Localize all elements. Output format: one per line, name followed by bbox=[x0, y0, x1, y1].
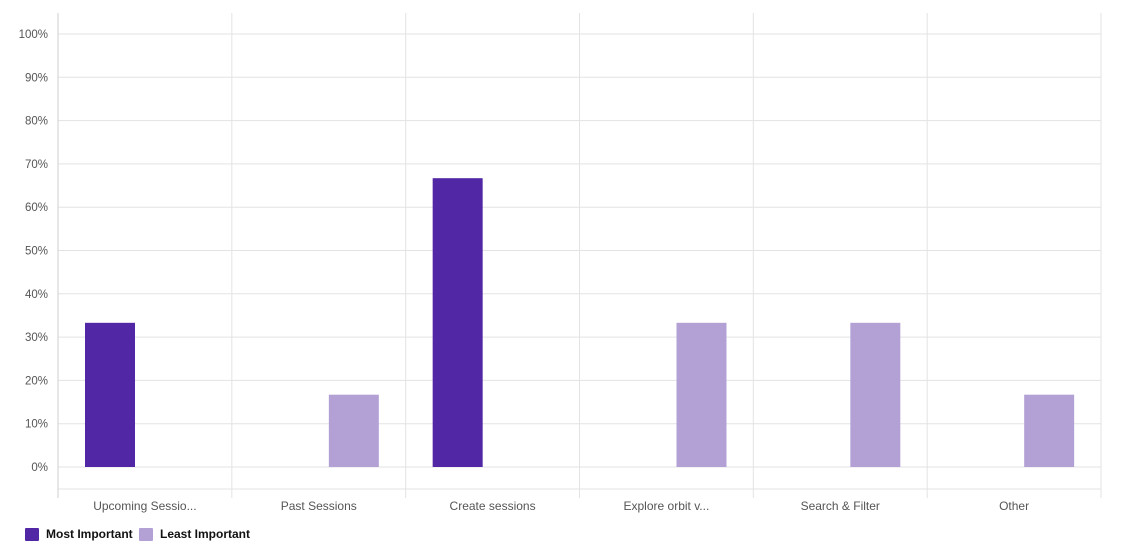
y-tick-labels: 0% 10% 20% 30% 40% 50% 60% 70% 80% 90% 100% bbox=[19, 29, 48, 474]
x-tick-label: Past Sessions bbox=[281, 499, 357, 513]
y-tick-label: 30% bbox=[25, 332, 48, 344]
x-tick-label: Create sessions bbox=[450, 499, 536, 513]
bar-least-important[interactable] bbox=[850, 322, 901, 467]
legend-label[interactable]: Least Important bbox=[160, 527, 250, 541]
bars bbox=[85, 178, 1075, 467]
x-tick-label: Other bbox=[999, 499, 1029, 513]
y-tick-label: 50% bbox=[25, 246, 48, 258]
y-tick-label: 10% bbox=[25, 419, 48, 431]
bar-most-important[interactable] bbox=[85, 322, 135, 467]
x-tick-label: Upcoming Sessio... bbox=[93, 499, 196, 513]
y-tick-label: 90% bbox=[25, 72, 48, 84]
legend-label[interactable]: Most Important bbox=[46, 527, 133, 541]
bar-least-important[interactable] bbox=[328, 394, 379, 467]
x-tick-label: Explore orbit v... bbox=[624, 499, 710, 513]
x-tick-label: Search & Filter bbox=[801, 499, 880, 513]
y-tick-label: 0% bbox=[31, 462, 48, 474]
y-tick-label: 40% bbox=[25, 289, 48, 301]
y-tick-label: 80% bbox=[25, 116, 48, 128]
legend-swatch bbox=[139, 528, 153, 541]
y-tick-label: 70% bbox=[25, 159, 48, 171]
grid bbox=[58, 13, 1102, 498]
bar-least-important[interactable] bbox=[1024, 394, 1075, 467]
bar-most-important[interactable] bbox=[432, 178, 483, 467]
y-tick-label: 20% bbox=[25, 375, 48, 387]
legend-swatch bbox=[25, 528, 39, 541]
x-tick-labels: Upcoming Sessio... Past Sessions Create se… bbox=[93, 499, 1029, 513]
y-tick-label: 60% bbox=[25, 202, 48, 214]
bar-least-important[interactable] bbox=[676, 322, 727, 467]
y-tick-label: 100% bbox=[19, 29, 48, 41]
legend: Most Important Least Important bbox=[25, 527, 250, 541]
